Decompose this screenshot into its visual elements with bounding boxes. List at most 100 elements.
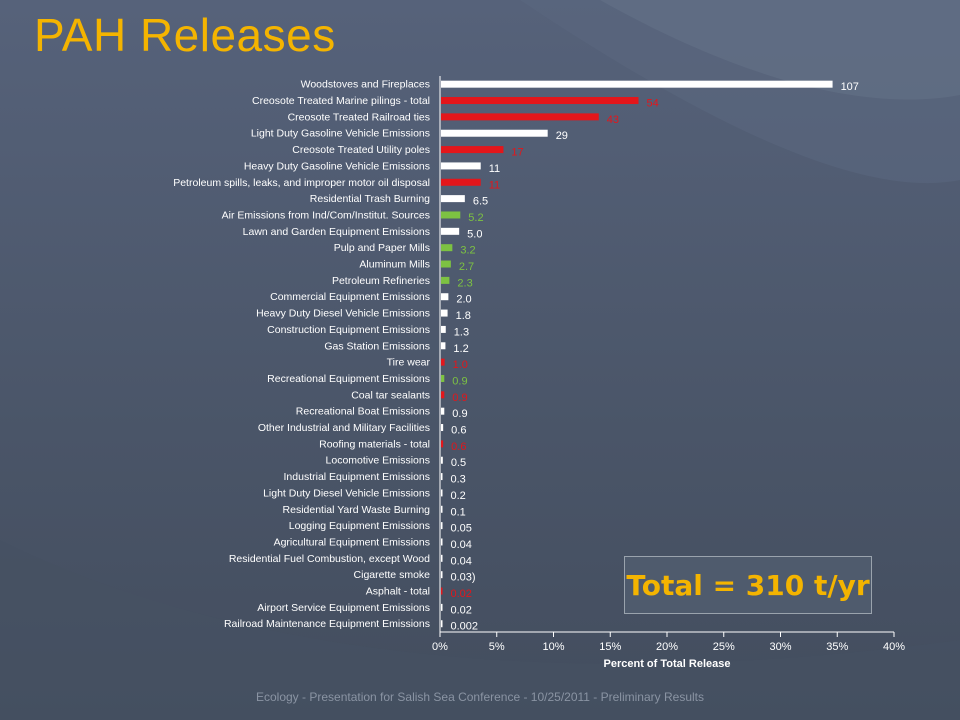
category-label: Creosote Treated Utility poles [292,144,430,156]
slide-title: PAH Releases [34,9,336,61]
value-label: 0.03) [451,572,476,584]
value-label: 0.9 [452,392,467,404]
bar [441,554,443,562]
category-label: Roofing materials - total [319,438,430,450]
bar [441,489,443,497]
bar [441,358,445,366]
bar [441,293,449,301]
value-label: 2.7 [459,261,474,273]
x-tick-label: 20% [656,641,678,653]
value-label: 11 [489,163,500,175]
bar [441,162,481,170]
value-label: 43 [607,114,619,126]
category-label: Locomotive Emissions [326,455,430,467]
value-label: 0.04 [451,539,472,551]
value-label: 107 [841,81,859,93]
value-label: 1.3 [454,326,469,338]
value-label: 0.5 [451,457,466,469]
bar [441,113,599,121]
category-label: Agricultural Equipment Emissions [274,536,430,548]
category-label: Railroad Maintenance Equipment Emissions [224,618,430,630]
category-label: Pulp and Paper Mills [334,242,430,254]
category-label: Other Industrial and Military Facilities [258,422,430,434]
bar [441,620,443,628]
bar [441,211,461,219]
bar [441,97,639,105]
bar [441,587,443,595]
total-label: Total = 310 t/yr [626,568,870,602]
bar [441,538,443,546]
category-label: Woodstoves and Fireplaces [301,79,430,91]
category-label: Tire wear [387,357,431,369]
value-label: 0.6 [451,425,466,437]
bar [441,374,445,382]
value-label: 0.02 [451,604,472,616]
bar [441,424,444,432]
bar [441,146,504,154]
category-label: Aluminum Mills [359,259,430,271]
bar [441,309,448,317]
category-label: Asphalt - total [366,586,430,598]
category-label: Recreational Equipment Emissions [267,373,430,385]
bars [441,80,833,628]
value-label: 0.1 [451,506,466,518]
category-label: Air Emissions from Ind/Com/Institut. Sou… [222,209,430,221]
bar [441,440,444,448]
category-label: Cigarette smoke [354,569,431,581]
footer-text: Ecology - Presentation for Salish Sea Co… [255,690,704,704]
bar [441,473,443,481]
category-label: Creosote Treated Marine pilings - total [252,95,430,107]
value-label: 0.002 [451,621,479,633]
category-label: Creosote Treated Railroad ties [288,111,430,123]
bar [441,129,548,137]
category-label: Construction Equipment Emissions [267,324,430,336]
category-label: Residential Yard Waste Burning [283,504,431,516]
value-label: 2.3 [457,277,472,289]
value-label: 11 [489,179,500,191]
category-label: Petroleum spills, leaks, and improper mo… [173,177,430,189]
value-label: 5.0 [467,228,482,240]
category-label: Industrial Equipment Emissions [284,471,430,483]
bar [441,80,833,88]
category-label: Heavy Duty Diesel Vehicle Emissions [256,308,430,320]
value-label: 0.04 [451,555,472,567]
category-label: Residential Trash Burning [310,193,430,205]
value-label: 17 [511,147,523,159]
bar [441,276,450,284]
x-tick-label: 5% [489,641,505,653]
bar [441,244,453,252]
value-label: 0.9 [452,375,467,387]
value-label: 2.0 [456,294,471,306]
bar [441,407,445,415]
x-tick-label: 35% [826,641,848,653]
category-label: Heavy Duty Gasoline Vehicle Emissions [244,160,430,172]
category-label: Gas Station Emissions [324,340,430,352]
value-labels: 1075443291711116.55.25.03.22.72.32.01.81… [451,81,859,633]
value-label: 0.3 [451,474,466,486]
bar [441,505,443,513]
bar [441,260,451,268]
category-label: Coal tar sealants [351,389,430,401]
value-label: 29 [556,130,568,142]
x-tick-label: 30% [769,641,791,653]
category-labels: Woodstoves and Fireplaces Creosote Treate… [173,79,430,631]
value-label: 1.0 [453,359,468,371]
category-label: Commercial Equipment Emissions [270,291,430,303]
x-tick-label: 25% [713,641,735,653]
bar [441,571,443,579]
x-tick-label: 0% [432,641,448,653]
value-label: 5.2 [468,212,483,224]
category-label: Airport Service Equipment Emissions [257,602,430,614]
bar [441,603,443,611]
total-box: Total = 310 t/yr [624,556,872,614]
value-label: 0.2 [451,490,466,502]
bar [441,522,443,530]
category-label: Light Duty Diesel Vehicle Emissions [263,487,430,499]
category-label: Lawn and Garden Equipment Emissions [243,226,430,238]
value-label: 1.8 [456,310,471,322]
x-tick-label: 15% [599,641,621,653]
value-label: 3.2 [460,245,475,257]
value-label: 0.6 [451,441,466,453]
x-tick-label: 10% [542,641,564,653]
